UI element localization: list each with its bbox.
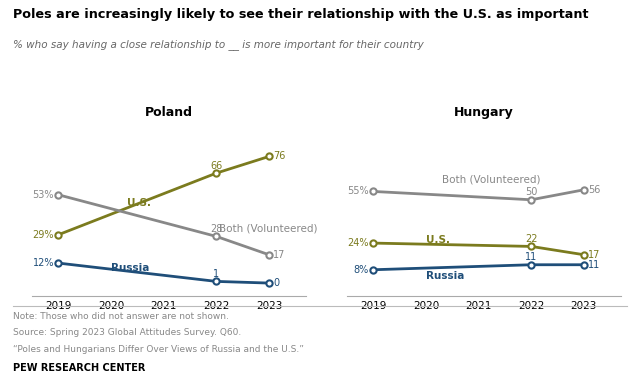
Text: 0: 0: [273, 278, 279, 288]
Text: Russia: Russia: [426, 271, 464, 282]
Text: 8%: 8%: [354, 265, 369, 275]
Text: 24%: 24%: [348, 238, 369, 248]
Text: 11: 11: [525, 252, 538, 262]
Text: 76: 76: [273, 151, 285, 161]
Text: 17: 17: [588, 250, 600, 260]
Text: Both (Volunteered): Both (Volunteered): [219, 223, 317, 233]
Text: U.S.: U.S.: [426, 235, 450, 245]
Text: 53%: 53%: [33, 190, 54, 200]
Text: 11: 11: [588, 260, 600, 270]
Text: 1: 1: [213, 269, 220, 279]
Text: “Poles and Hungarians Differ Over Views of Russia and the U.S.”: “Poles and Hungarians Differ Over Views …: [13, 345, 303, 354]
Text: 66: 66: [210, 161, 223, 170]
Text: PEW RESEARCH CENTER: PEW RESEARCH CENTER: [13, 363, 145, 373]
Text: 12%: 12%: [33, 258, 54, 268]
Text: 56: 56: [588, 185, 600, 195]
Title: Hungary: Hungary: [454, 106, 514, 119]
Text: 22: 22: [525, 234, 538, 244]
Text: 29%: 29%: [33, 230, 54, 240]
Text: % who say having a close relationship to __ is more important for their country: % who say having a close relationship to…: [13, 39, 424, 50]
Text: 17: 17: [273, 250, 285, 260]
Text: Source: Spring 2023 Global Attitudes Survey. Q60.: Source: Spring 2023 Global Attitudes Sur…: [13, 328, 241, 337]
Text: Russia: Russia: [111, 263, 149, 273]
Text: 55%: 55%: [348, 186, 369, 197]
Text: Both (Volunteered): Both (Volunteered): [442, 175, 540, 185]
Text: U.S.: U.S.: [127, 198, 151, 208]
Text: 28: 28: [210, 224, 223, 234]
Title: Poland: Poland: [145, 106, 193, 119]
Text: Poles are increasingly likely to see their relationship with the U.S. as importa: Poles are increasingly likely to see the…: [13, 8, 588, 21]
Text: 50: 50: [525, 187, 538, 197]
Text: Note: Those who did not answer are not shown.: Note: Those who did not answer are not s…: [13, 312, 228, 321]
